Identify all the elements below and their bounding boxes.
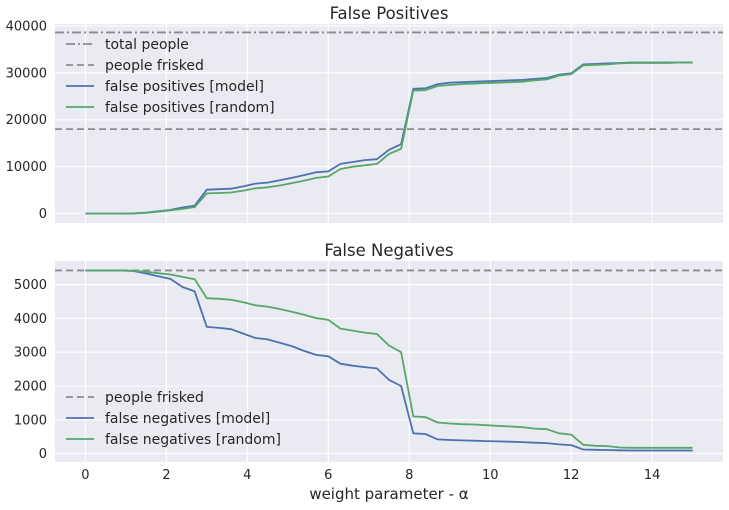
legend-label: false positives [model] [105, 79, 264, 95]
legend-label: false negatives [random] [105, 432, 281, 448]
x-axis-label: weight parameter - α [309, 485, 468, 503]
y-tick-label: 2000 [14, 379, 47, 394]
panel-background [55, 24, 723, 223]
false-negatives-panel: 0 1000 2000 3000 4000 5000 0 2 4 6 8 10 12 14 False … [14, 241, 723, 483]
y-tick-label: 1000 [14, 413, 47, 428]
y-tick-label: 5000 [14, 278, 47, 293]
legend-label: total people [105, 37, 189, 53]
x-tick-label: 10 [482, 468, 499, 483]
legend-label: people frisked [105, 58, 204, 74]
legend-label: false negatives [model] [105, 411, 270, 427]
y-tick-label: 3000 [14, 346, 47, 361]
gridlines [55, 261, 723, 462]
y-tick-label: 40000 [6, 19, 47, 34]
y-tick-label: 20000 [6, 113, 47, 128]
series-lines [85, 61, 693, 215]
legend-label: people frisked [105, 390, 204, 406]
x-tick-label: 8 [405, 468, 413, 483]
y-tick-label: 0 [39, 207, 47, 222]
x-tick-label: 12 [563, 468, 580, 483]
legend-label: false positives [random] [105, 100, 275, 116]
y-tick-labels: 0 10000 20000 30000 40000 [6, 19, 47, 222]
panel-title: False Negatives [324, 241, 453, 260]
x-tick-labels: 0 2 4 6 8 10 12 14 [81, 468, 660, 483]
false-positives-panel: 0 10000 20000 30000 40000 False Positives to… [6, 4, 723, 223]
y-tick-label: 30000 [6, 66, 47, 81]
gridlines [55, 24, 723, 223]
x-tick-label: 4 [243, 468, 251, 483]
y-tick-label: 4000 [14, 312, 47, 327]
x-tick-label: 14 [644, 468, 661, 483]
legend: people frisked false negatives [model] fal… [66, 390, 281, 448]
reference-lines [55, 31, 723, 131]
x-tick-label: 0 [81, 468, 89, 483]
y-tick-label: 10000 [6, 160, 47, 175]
series-line [85, 61, 693, 215]
y-tick-label: 0 [39, 447, 47, 462]
series-line [85, 269, 693, 449]
series-lines [85, 269, 693, 452]
series-line [85, 269, 693, 452]
x-tick-label: 2 [162, 468, 170, 483]
panel-title: False Positives [330, 4, 449, 23]
x-tick-label: 6 [324, 468, 332, 483]
y-tick-labels: 0 1000 2000 3000 4000 5000 [14, 278, 47, 462]
legend: total people people frisked false positive… [66, 37, 275, 116]
